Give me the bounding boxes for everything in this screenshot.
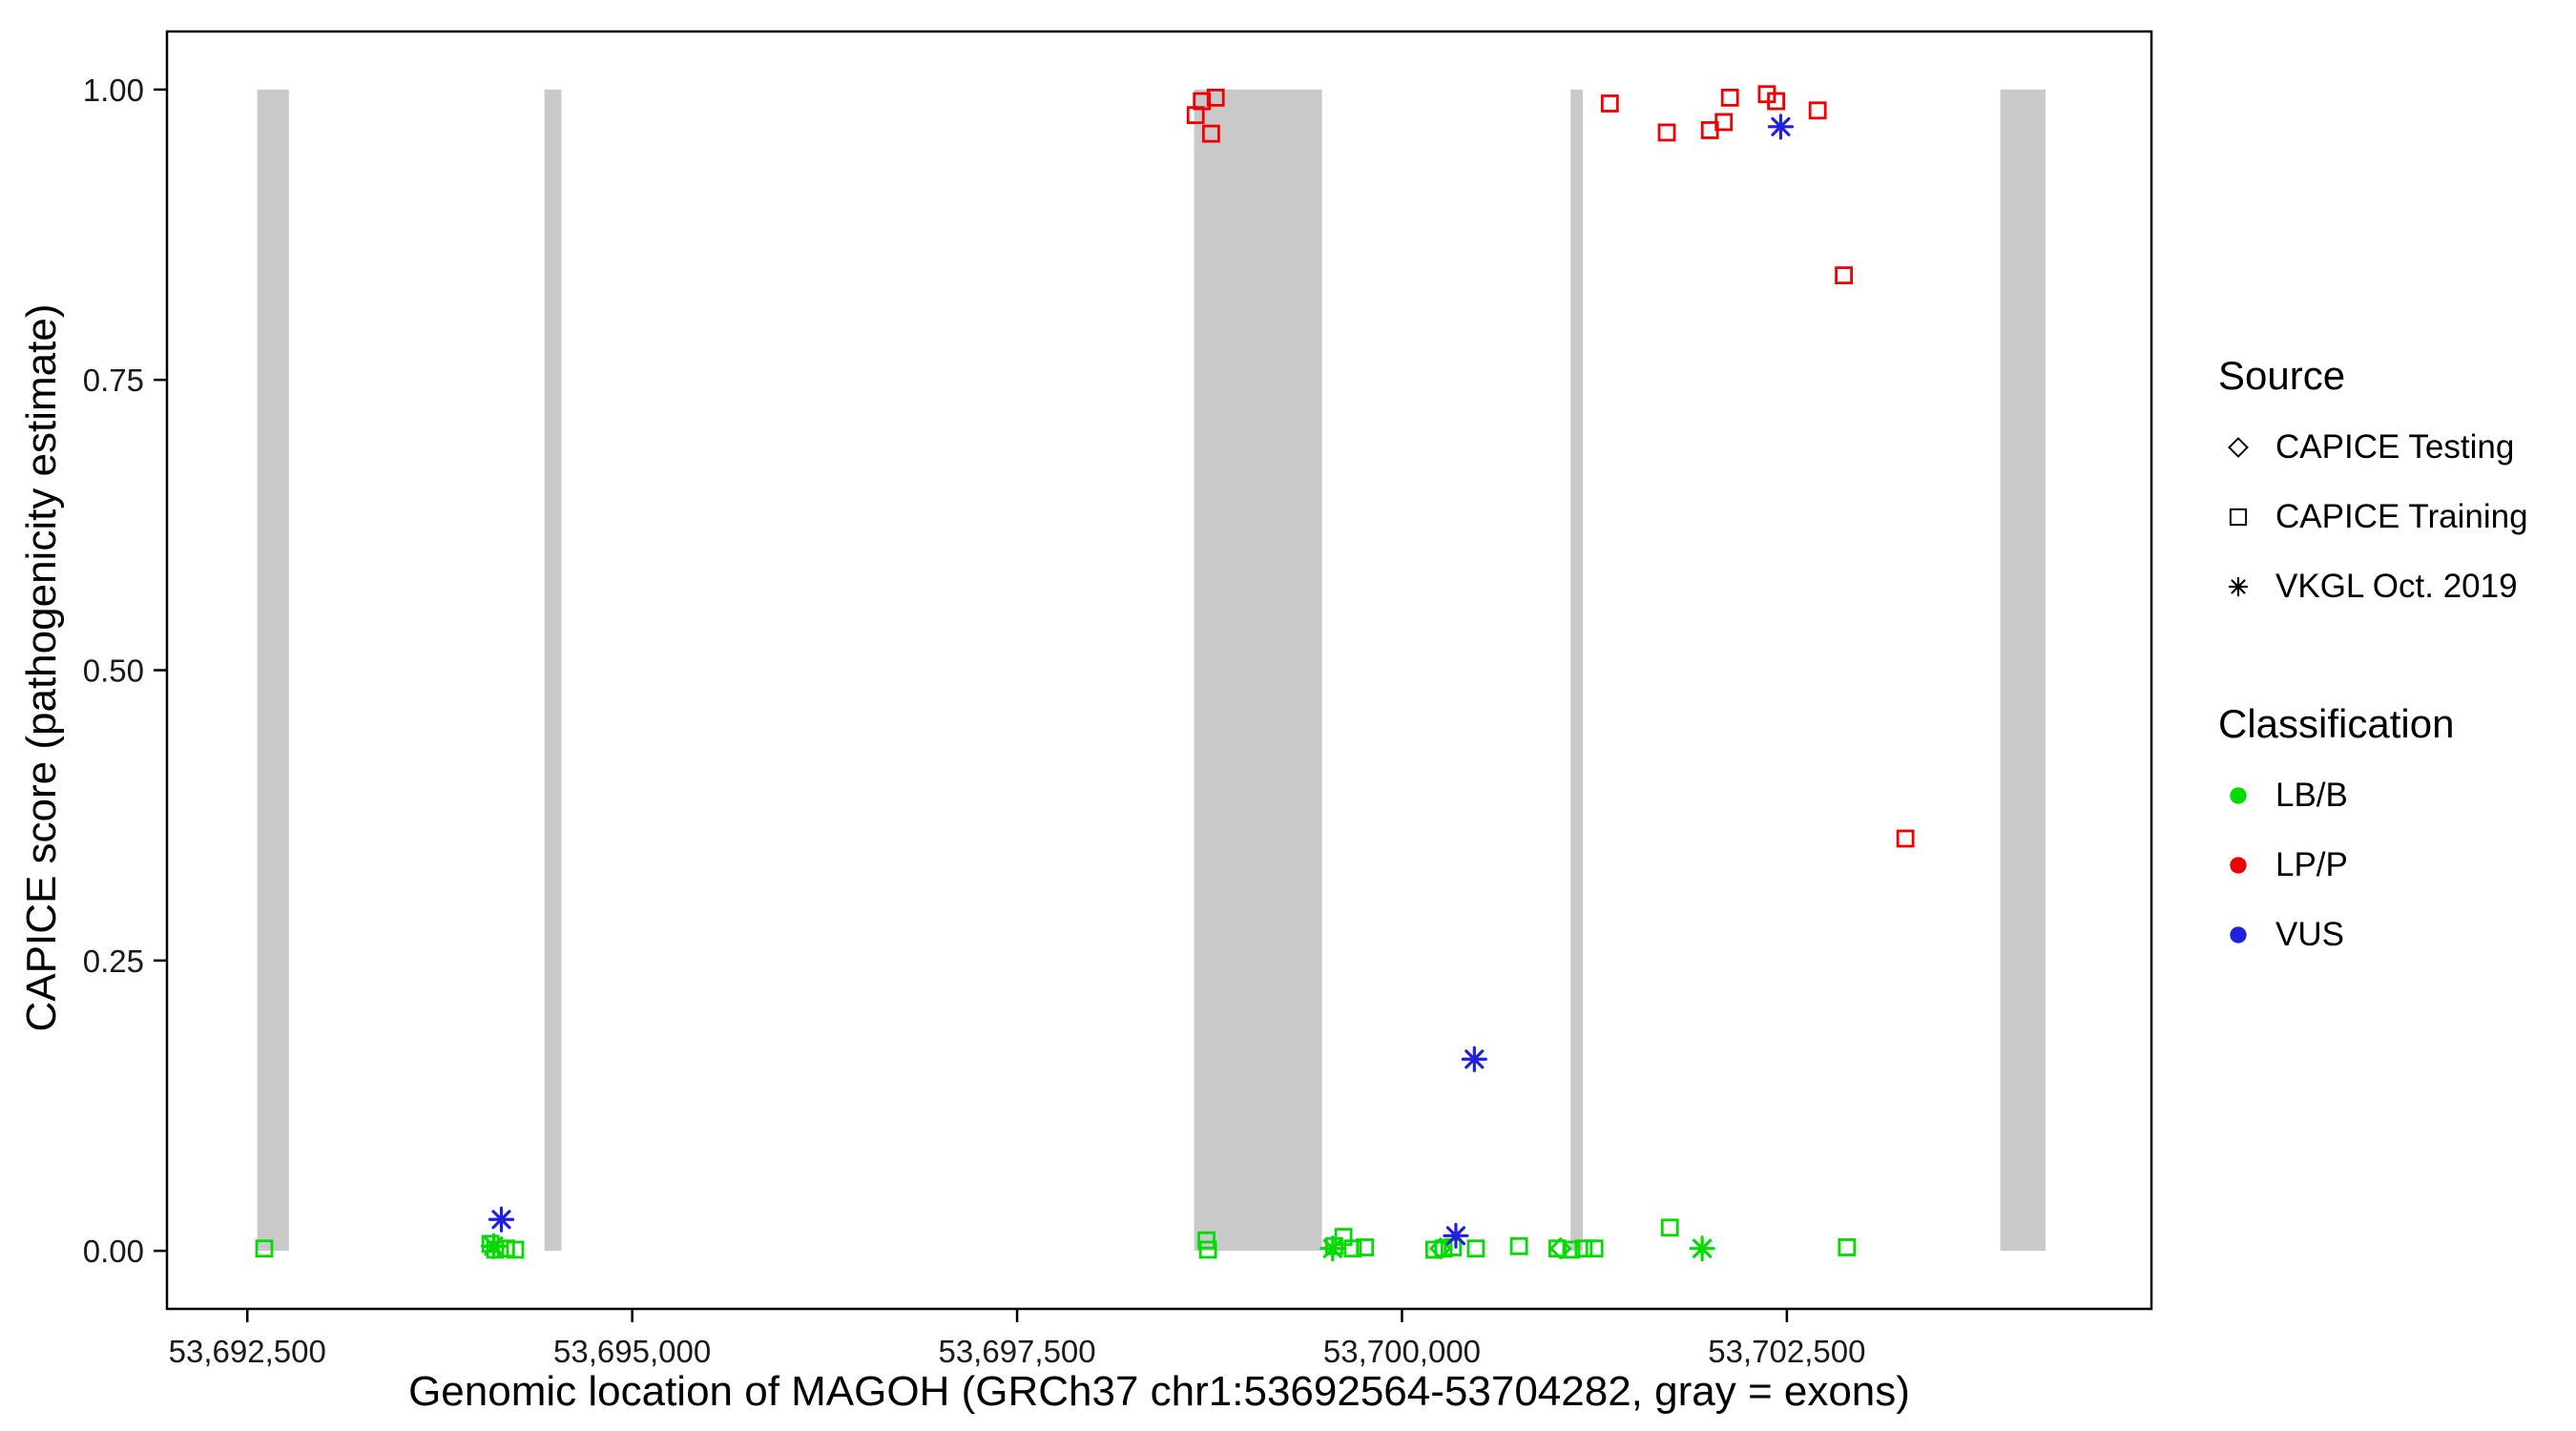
data-point-square (1201, 124, 1220, 143)
data-point-square (1835, 266, 1853, 285)
y-tick-label: 1.00 (83, 73, 144, 108)
data-point-asterisk (1689, 1235, 1715, 1262)
data-point-square (1574, 1239, 1593, 1258)
exon-band (544, 89, 562, 1252)
y-tick-label: 0.25 (83, 944, 144, 979)
y-axis-title: CAPICE score (pathogenicity estimate) (18, 303, 65, 1032)
y-tick-label: 0.50 (83, 653, 144, 689)
x-tick-label: 53,692,500 (169, 1334, 326, 1369)
data-point-square (1466, 1239, 1485, 1258)
data-point-square (1896, 829, 1915, 848)
data-point-square (496, 1239, 515, 1258)
data-point-square (1198, 1240, 1217, 1259)
legend-item-capice-testing: CAPICE Testing (2218, 412, 2528, 482)
legend-item-label: CAPICE Training (2275, 497, 2528, 535)
x-tick-label: 53,700,000 (1323, 1334, 1481, 1369)
data-point-asterisk (1461, 1046, 1487, 1072)
data-point-square (1206, 88, 1225, 107)
data-point-square (1767, 92, 1785, 111)
y-tick-label: 0.00 (83, 1234, 144, 1269)
legend-item-lbb: LB/B (2218, 760, 2528, 830)
square-icon (2229, 508, 2248, 526)
exon-band (1194, 89, 1322, 1252)
legend-item-label: CAPICE Testing (2275, 427, 2515, 466)
data-point-square (1585, 1239, 1604, 1258)
data-point-square (1600, 94, 1619, 113)
panel-border (165, 30, 2153, 1311)
legend-item-vus: VUS (2218, 900, 2528, 969)
data-point-square (1808, 101, 1827, 120)
data-point-square (1657, 123, 1676, 142)
data-point-square (506, 1240, 525, 1259)
vus-color-dot-icon (2230, 925, 2247, 944)
data-point-square (1193, 92, 1212, 111)
legend-item-label: VUS (2275, 915, 2344, 953)
data-point-square (486, 1240, 505, 1259)
data-point-square (1334, 1228, 1353, 1246)
data-point-asterisk (1319, 1235, 1346, 1262)
legend-item-lpp: LP/P (2218, 830, 2528, 900)
chart-legend: Source CAPICE Testing CAPICE Training (2218, 340, 2528, 969)
data-point-square (1197, 1231, 1215, 1250)
asterisk-icon (2228, 576, 2249, 596)
data-point-diamond (1548, 1236, 1572, 1260)
legend-item-capice-training: CAPICE Training (2218, 482, 2528, 551)
y-tick-label: 0.75 (83, 363, 144, 398)
data-point-square (1562, 1240, 1581, 1259)
exon-band (257, 89, 289, 1252)
legend-group-classification: Classification LB/B LP/P VUS (2218, 688, 2528, 969)
data-point-asterisk (1443, 1222, 1469, 1249)
data-point-asterisk (1767, 114, 1795, 140)
exon-band (2000, 89, 2046, 1252)
data-point-square (1720, 88, 1739, 107)
data-point-square (1509, 1236, 1528, 1255)
x-tick-label: 53,702,500 (1708, 1334, 1865, 1369)
legend-group-source: Source CAPICE Testing CAPICE Training (2218, 340, 2528, 621)
data-point-square (1325, 1236, 1343, 1255)
data-point-square (1714, 113, 1734, 132)
legend-item-vkgl: VKGL Oct. 2019 (2218, 551, 2528, 621)
data-point-square (1838, 1238, 1857, 1256)
exon-band (1570, 89, 1584, 1252)
data-point-square (1356, 1238, 1375, 1256)
data-point-asterisk (488, 1206, 515, 1233)
legend-title-source: Source (2218, 353, 2346, 398)
legend-item-label: LP/P (2275, 845, 2348, 883)
lbb-color-dot-icon (2230, 786, 2247, 804)
x-tick-label: 53,697,500 (938, 1334, 1095, 1369)
data-point-diamond (1428, 1236, 1452, 1260)
diamond-icon (2228, 436, 2249, 458)
data-point-square (1660, 1218, 1679, 1237)
lpp-color-dot-icon (2230, 856, 2247, 874)
data-point-square (1424, 1240, 1444, 1259)
legend-title-classification: Classification (2218, 701, 2455, 746)
data-point-asterisk (480, 1233, 508, 1259)
data-point-square (255, 1239, 274, 1258)
legend-item-label: LB/B (2275, 776, 2348, 814)
legend-item-label: VKGL Oct. 2019 (2275, 567, 2518, 605)
x-tick-label: 53,695,000 (553, 1334, 711, 1369)
x-axis-title: Genomic location of MAGOH (GRCh37 chr1:5… (408, 1368, 1910, 1415)
